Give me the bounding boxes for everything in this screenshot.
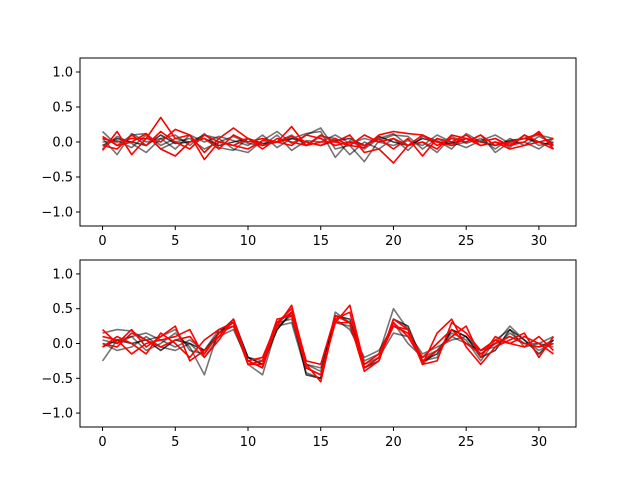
x-tick-label: 25 [458,435,475,450]
series-group [101,304,555,383]
y-tick-label: 0.5 [52,101,73,116]
y-tick-label: 0.0 [52,337,73,352]
series-group [101,116,555,164]
x-tick-label: 10 [240,234,257,249]
y-tick-label: 1.0 [52,267,73,282]
series-line-9 [102,130,554,150]
x-tick-label: 10 [240,435,257,450]
series-line-2 [101,130,554,159]
x-tick-label: 5 [171,234,179,249]
series-line-8 [102,132,554,157]
x-tick-label: 15 [312,234,329,249]
series-line-6 [101,307,555,373]
y-tick-label: −0.5 [41,171,73,186]
x-tick-label: 20 [385,234,402,249]
y-tick-label: −1.0 [41,206,73,221]
y-tick-label: 0.0 [52,136,73,151]
x-tick-label: 15 [312,435,329,450]
x-tick-label: 30 [531,234,548,249]
x-tick-label: 25 [458,234,475,249]
x-tick-label: 0 [98,435,106,450]
y-tick-label: −1.0 [41,407,73,422]
subplot-1: 0 5 10 15 20 25 30 1.0 0.5 0.0 −0.5 −1.0 [41,57,577,249]
x-tick-label: 20 [385,435,402,450]
y-tick-label: −0.5 [41,372,73,387]
x-tick-label: 30 [531,435,548,450]
x-tick-label: 5 [171,435,179,450]
series-line-9 [102,311,554,376]
x-tick-label: 0 [98,234,106,249]
subplot-2: 0 5 10 15 20 25 30 1.0 0.5 0.0 −0.5 −1.0 [41,259,577,450]
y-tick-label: 1.0 [52,66,73,81]
y-tick-label: 0.5 [52,302,73,317]
